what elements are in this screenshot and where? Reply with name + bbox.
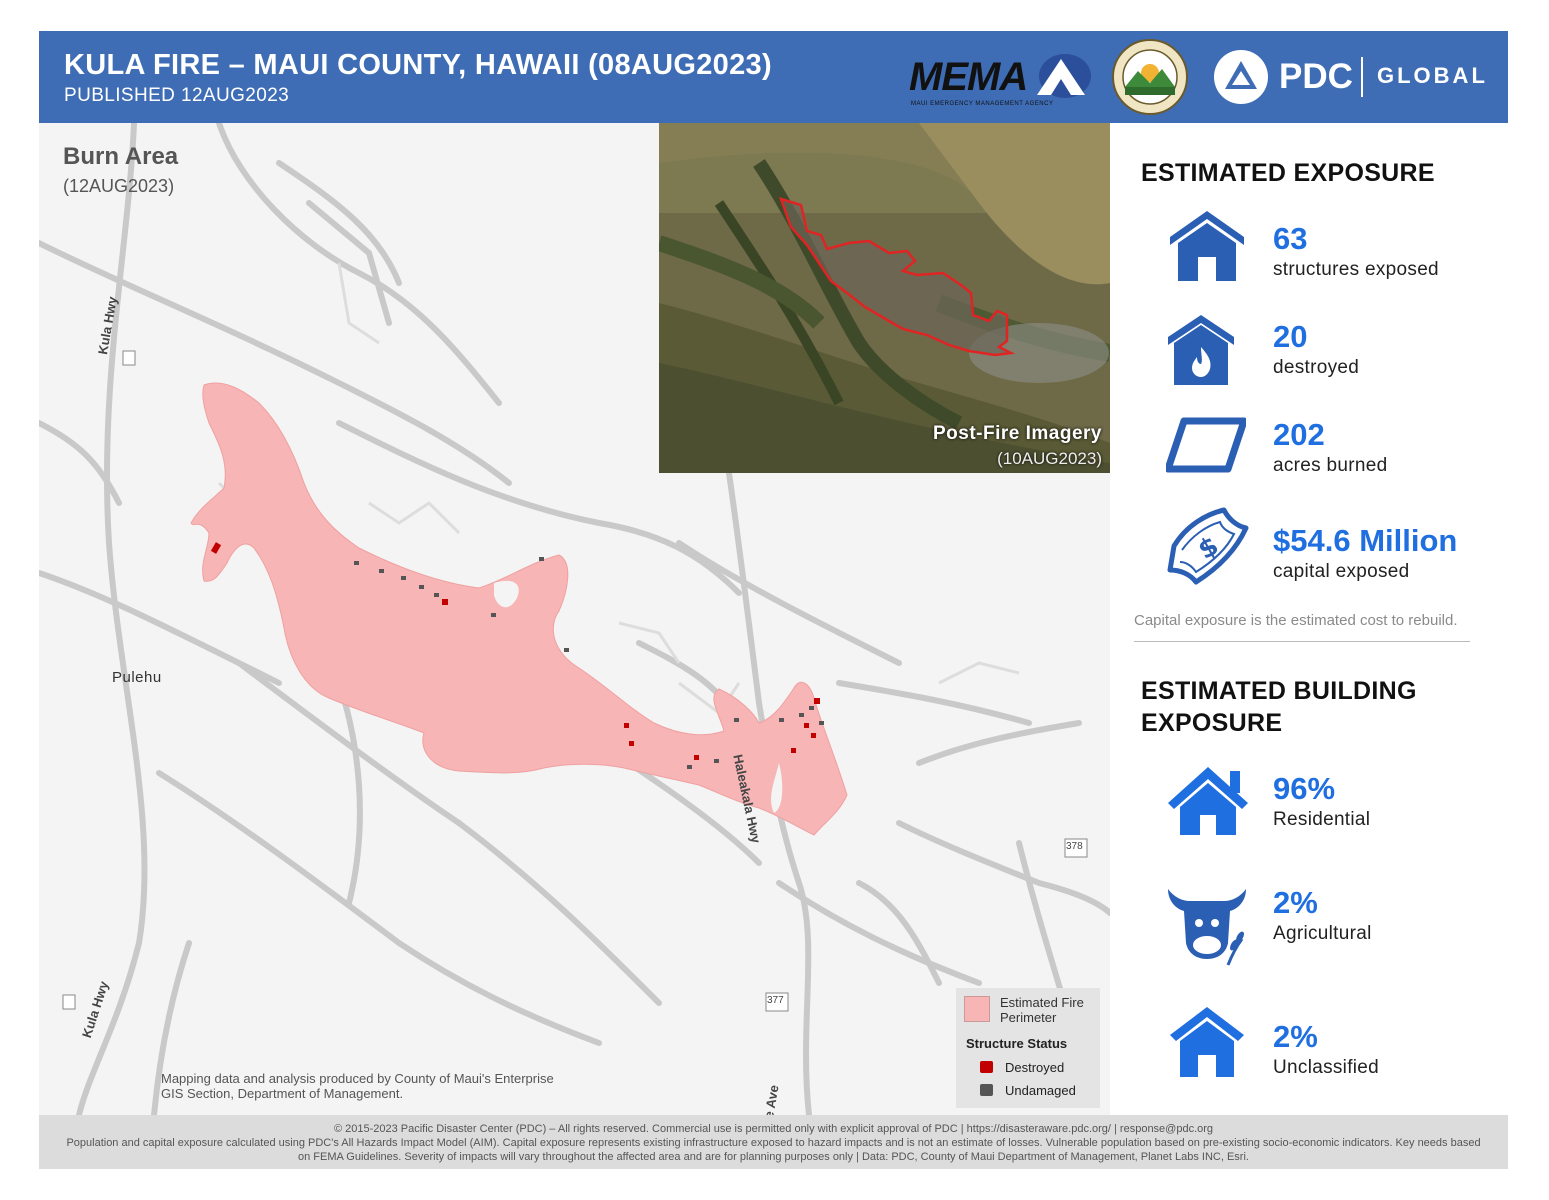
inset-date: (10AUG2023) [997, 449, 1102, 468]
route-shield-377-label: 377 [767, 995, 784, 1006]
route-shield-377 [765, 992, 789, 1012]
legend-perimeter-label: Estimated Fire Perimeter [1000, 995, 1084, 1025]
undamaged-swatch [980, 1084, 993, 1096]
unclassified-value: 2% [1273, 1019, 1318, 1054]
fire-perimeter[interactable] [190, 382, 848, 836]
agricultural-label: Agricultural [1273, 923, 1372, 944]
road-network [39, 123, 1110, 1115]
destroyed-value: 20 [1273, 319, 1308, 354]
destroyed-label: destroyed [1273, 357, 1360, 378]
pdc-global-logo: PDC GLOBAL [1211, 47, 1491, 107]
capital-note: Capital exposure is the estimated cost t… [1134, 612, 1458, 629]
inset-title: Post-Fire Imagery [933, 423, 1102, 444]
fire-perimeter-swatch [964, 996, 990, 1022]
inset-fire-perimeter [778, 197, 1016, 357]
acres-burned-label: acres burned [1273, 455, 1388, 476]
county-seal-icon [1112, 39, 1188, 115]
unclassified-label: Unclassified [1273, 1057, 1380, 1078]
legend-status-title: Structure Status [966, 1036, 1068, 1051]
mema-arrow-icon [1037, 54, 1091, 98]
acres-burned-value: 202 [1273, 417, 1325, 452]
capital-exposed-value: $54.6 Million [1273, 523, 1458, 558]
legend-destroyed-label: Destroyed [1005, 1060, 1065, 1075]
structures-exposed-value: 63 [1273, 221, 1308, 256]
house-icon [1170, 1007, 1244, 1077]
satellite-image [659, 123, 1110, 473]
map-date: (12AUG2023) [63, 176, 175, 196]
building-exposure-title-line2: EXPOSURE [1141, 709, 1283, 737]
header-banner: KULA FIRE – MAUI COUNTY, HAWAII (08AUG20… [39, 31, 1508, 123]
building-exposure-title-line1: ESTIMATED BUILDING [1141, 677, 1417, 705]
mema-logo: MEMA MAUI EMERGENCY MANAGEMENT AGENCY [909, 49, 1091, 111]
structures-undamaged [354, 557, 824, 769]
residential-label: Residential [1273, 809, 1371, 830]
house-fire-icon [1168, 315, 1234, 385]
parcel-icon [1166, 417, 1246, 473]
published-date: PUBLISHED 12AUG2023 [64, 85, 290, 106]
structures-destroyed [210, 542, 820, 760]
destroyed-swatch [980, 1061, 993, 1073]
burn-area-map[interactable]: 378 377 Kula Hwy Kula Hwy Haleakala Hwy … [39, 123, 1110, 1115]
estimated-exposure-title: ESTIMATED EXPOSURE [1141, 159, 1435, 187]
structures-exposed-label: structures exposed [1273, 259, 1439, 280]
page-title: KULA FIRE – MAUI COUNTY, HAWAII (08AUG20… [64, 49, 772, 81]
route-shield-378-label: 378 [1066, 841, 1083, 852]
post-fire-imagery-inset[interactable]: Post-Fire Imagery (10AUG2023) [659, 123, 1110, 473]
map-title: Burn Area [63, 143, 179, 170]
footer-disclaimer: © 2015-2023 Pacific Disaster Center (PDC… [39, 1115, 1508, 1169]
agricultural-value: 2% [1273, 885, 1318, 920]
place-label-pulehu: Pulehu [112, 669, 162, 686]
capital-exposed-label: capital exposed [1273, 561, 1410, 582]
house-icon [1170, 211, 1244, 281]
footer-copyright: © 2015-2023 Pacific Disaster Center (PDC… [333, 1123, 1214, 1135]
map-credit: Mapping data and analysis produced by Co… [161, 1071, 554, 1101]
cow-icon [1168, 889, 1246, 966]
map-legend: Estimated Fire Perimeter Structure Statu… [956, 988, 1100, 1108]
footer-data-sources: on FEMA Guidelines. Severity of impacts … [298, 1151, 1249, 1163]
residential-house-icon [1168, 767, 1248, 835]
money-icon: $ [1167, 507, 1249, 585]
pdc-triangle-icon [1214, 50, 1268, 104]
route-shield-378 [1064, 838, 1088, 858]
residential-value: 96% [1273, 771, 1336, 806]
legend-undamaged-label: Undamaged [1005, 1083, 1076, 1098]
footer-methodology: Population and capital exposure calculat… [66, 1137, 1481, 1149]
exposure-panel: ESTIMATED EXPOSURE 63 structures exposed… [1110, 123, 1508, 1115]
